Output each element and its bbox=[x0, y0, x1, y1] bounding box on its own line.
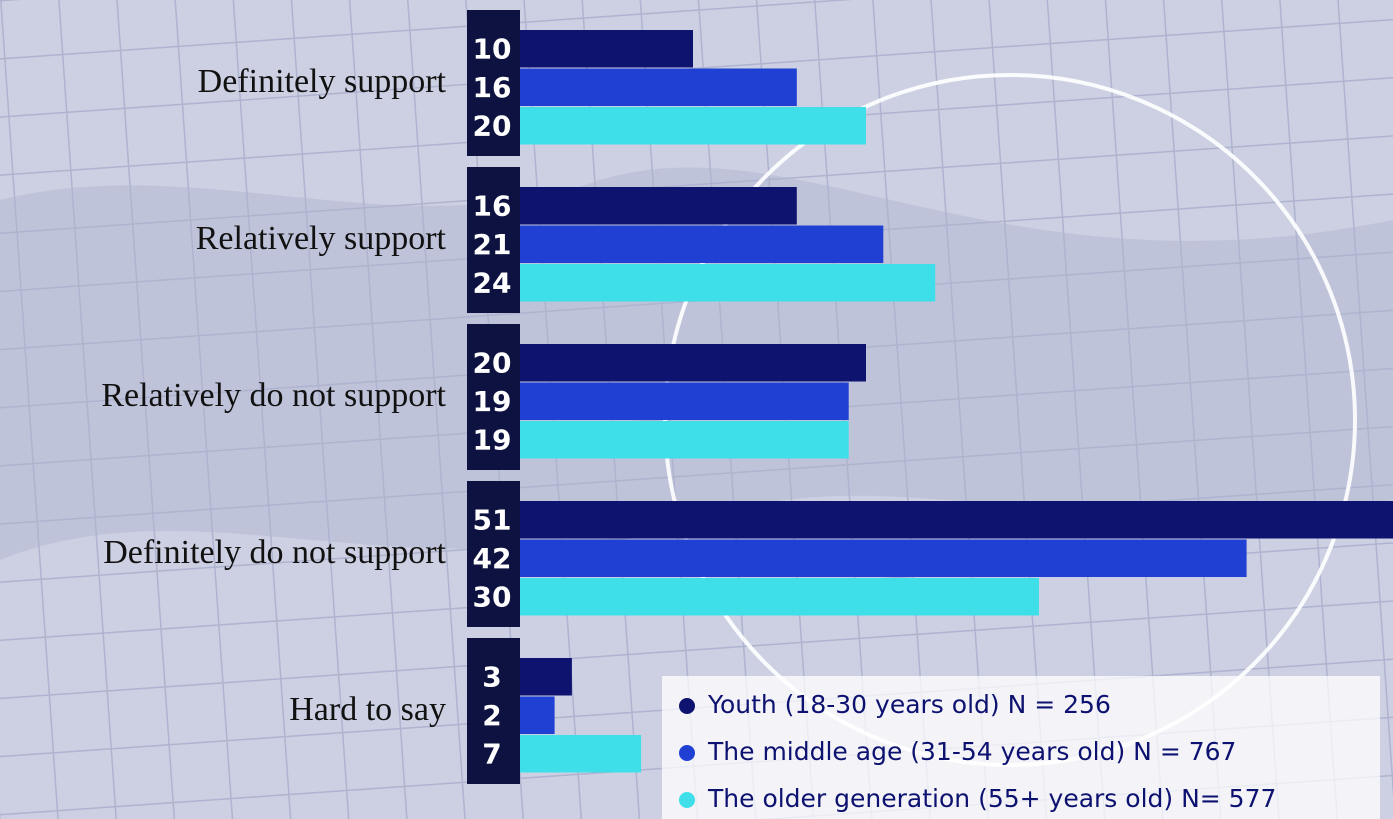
legend-marker bbox=[679, 698, 695, 714]
bar bbox=[520, 264, 936, 302]
legend-label: The middle age (31-54 years old) N = 767 bbox=[707, 737, 1236, 766]
category-label: Hard to say bbox=[289, 691, 446, 728]
bar bbox=[520, 68, 797, 106]
value-label: 21 bbox=[473, 228, 512, 261]
value-label: 3 bbox=[482, 660, 501, 693]
bar bbox=[520, 421, 849, 459]
bar bbox=[520, 578, 1039, 616]
value-label: 10 bbox=[473, 32, 512, 65]
category-label: Definitely do not support bbox=[103, 534, 446, 571]
value-label: 20 bbox=[473, 109, 512, 142]
category-label: Relatively support bbox=[196, 220, 447, 257]
value-label-box bbox=[467, 481, 520, 627]
value-label: 19 bbox=[473, 385, 512, 418]
bar bbox=[520, 658, 572, 696]
value-label-box bbox=[467, 167, 520, 313]
legend-marker bbox=[679, 745, 695, 761]
category-label: Relatively do not support bbox=[101, 377, 446, 414]
bar bbox=[520, 696, 555, 734]
bar bbox=[520, 30, 693, 68]
legend-marker bbox=[679, 792, 695, 808]
category-label: Definitely support bbox=[198, 63, 447, 100]
value-label-box bbox=[467, 324, 520, 470]
bar bbox=[520, 501, 1393, 539]
legend-box bbox=[662, 676, 1380, 819]
value-label: 7 bbox=[482, 737, 501, 770]
value-label: 42 bbox=[473, 542, 512, 575]
value-label: 30 bbox=[473, 580, 512, 613]
value-label: 16 bbox=[473, 71, 512, 104]
value-label: 2 bbox=[482, 699, 501, 732]
bar bbox=[520, 187, 797, 225]
bar bbox=[520, 735, 642, 773]
plot: Definitely support 10 16 20 Relatively suppo… bbox=[101, 10, 1393, 813]
bar bbox=[520, 539, 1247, 577]
legend-label: The older generation (55+ years old) N= … bbox=[707, 784, 1276, 813]
value-label: 16 bbox=[473, 189, 512, 222]
bar bbox=[520, 344, 866, 382]
value-label-box bbox=[467, 638, 520, 784]
bar bbox=[520, 225, 884, 263]
bar bbox=[520, 382, 849, 420]
value-label-box bbox=[467, 10, 520, 156]
value-label: 51 bbox=[473, 503, 512, 536]
value-label: 20 bbox=[473, 346, 512, 379]
bar bbox=[520, 107, 866, 145]
value-label: 19 bbox=[473, 423, 512, 456]
value-label: 24 bbox=[473, 266, 512, 299]
legend-label: Youth (18-30 years old) N = 256 bbox=[707, 690, 1111, 719]
